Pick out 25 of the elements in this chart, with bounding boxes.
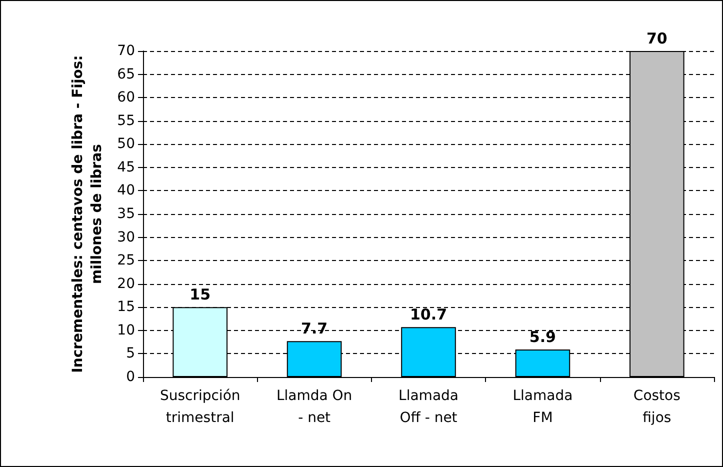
x-tick-label: Suscripción trimestral	[160, 388, 240, 426]
y-tick-label: 15	[117, 299, 135, 316]
y-tick-label: 50	[117, 136, 135, 152]
y-tick-label: 20	[117, 276, 135, 292]
x-tick-label: Costos fijos	[633, 388, 680, 426]
y-tick-label: 35	[117, 206, 135, 222]
x-tick-label: Llamada FM	[512, 388, 573, 426]
y-axis-title: Incrementales: centavos de libra - Fijos: millones de libras	[70, 55, 105, 373]
y-tick-label: 5	[126, 346, 135, 362]
data-label: 10.7	[410, 306, 448, 324]
y-tick-label: 40	[117, 182, 135, 199]
x-tick-label: Llamda On - net	[276, 388, 352, 426]
y-tick-label: 0	[126, 369, 135, 385]
y-tick-label: 60	[117, 90, 135, 106]
x-tick-label: Llamada Off - net	[398, 388, 458, 426]
data-label: 5.9	[529, 328, 556, 346]
y-tick-label: 10	[117, 322, 135, 338]
y-tick-label: 70	[117, 43, 135, 59]
y-tick-label: 65	[117, 66, 135, 82]
data-label: 70	[646, 30, 668, 48]
y-tick-label: 25	[117, 252, 135, 269]
y-tick-label: 30	[117, 229, 135, 246]
data-label: 15	[190, 286, 211, 304]
y-tick-label: 55	[117, 112, 135, 129]
y-tick-label: 45	[117, 159, 135, 176]
